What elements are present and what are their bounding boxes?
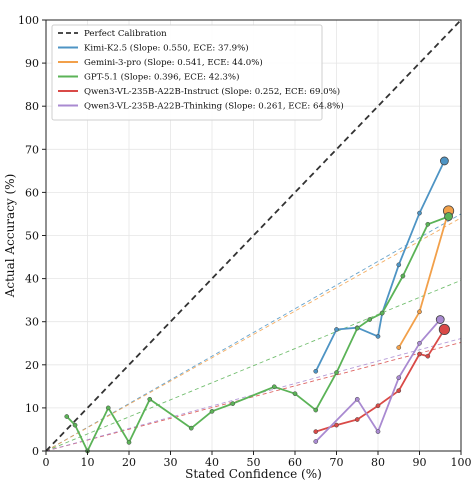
series-0-point-5 — [396, 262, 402, 268]
legend-label-perfect-calibration: Perfect Calibration — [84, 29, 167, 39]
y-tick-label-0: 0 — [32, 445, 39, 458]
legend-label-3: Qwen3-VL-235B-A22B-Instruct (Slope: 0.25… — [84, 86, 340, 97]
series-3-point-1 — [334, 422, 339, 428]
series-2-point-0 — [64, 414, 70, 419]
y-tick-label-1: 10 — [25, 402, 39, 415]
y-tick-label-9: 90 — [25, 57, 39, 70]
legend-box — [51, 24, 323, 121]
series-4-point-0 — [313, 439, 319, 444]
series-0-point-3 — [375, 334, 381, 339]
x-tick-label-1: 10 — [81, 456, 95, 469]
x-axis-title: Stated Confidence (%) — [185, 467, 322, 481]
fit-line-0 — [45, 213, 462, 452]
x-tick-label-5: 50 — [247, 456, 261, 469]
series-3-point-6 — [425, 353, 431, 359]
legend-label-1: Gemini-3-pro (Slope: 0.541, ECE: 44.0%) — [84, 57, 263, 68]
series-3-point-0 — [313, 429, 319, 434]
series-2-final-point — [444, 212, 453, 221]
series-2-point-4 — [126, 440, 132, 445]
legend-label-2: GPT-5.1 (Slope: 0.396, ECE: 42.3%) — [84, 72, 239, 83]
series-2-point-5 — [147, 396, 153, 402]
series-4-point-2 — [375, 429, 381, 434]
series-line-3 — [315, 329, 446, 433]
fit-line-4 — [45, 338, 462, 452]
y-tick-label-5: 50 — [25, 230, 39, 243]
legend-label-4: Qwen3-VL-235B-A22B-Thinking (Slope: 0.26… — [84, 101, 344, 112]
series-3-point-4 — [396, 388, 402, 394]
series-0-point-6 — [417, 210, 422, 216]
y-axis-title: Actual Accuracy (%) — [3, 174, 17, 299]
y-tick-label-3: 30 — [25, 316, 39, 329]
series-2-point-12 — [334, 370, 339, 375]
y-tick-label-6: 60 — [25, 186, 39, 199]
series-2-point-14 — [367, 317, 373, 322]
series-3-point-5 — [417, 351, 422, 357]
x-tick-label-3: 30 — [164, 456, 178, 469]
legend: Perfect Calibration Kimi-K2.5 (Slope: 0.… — [51, 24, 344, 121]
series-2-point-15 — [379, 310, 385, 316]
series-4-point-1 — [354, 396, 360, 402]
series-2-point-1 — [72, 422, 78, 428]
series-0-final-point — [439, 156, 449, 166]
series-line-4 — [315, 318, 441, 443]
series-2-point-11 — [313, 407, 319, 413]
x-tick-label-0: 0 — [43, 456, 50, 469]
legend-label-0: Kimi-K2.5 (Slope: 0.550, ECE: 37.9%) — [84, 43, 249, 54]
y-tick-label-4: 40 — [25, 273, 39, 286]
series-2-point-7 — [209, 408, 215, 414]
x-tick-label-2: 20 — [122, 456, 136, 469]
fit-line-1 — [45, 217, 462, 452]
series-3-point-3 — [375, 403, 381, 409]
x-tick-label-7: 70 — [330, 456, 344, 469]
series-2-point-17 — [425, 221, 431, 227]
series-2-point-6 — [188, 425, 194, 431]
fit-line-3 — [45, 341, 462, 452]
series-3-point-2 — [354, 417, 360, 422]
series-2-point-8 — [230, 401, 236, 406]
fit-line-2 — [45, 279, 462, 452]
x-tick-label-8: 80 — [371, 456, 385, 469]
plot-frame — [45, 19, 462, 452]
series-3-final-point — [438, 323, 450, 336]
series-lines — [64, 156, 455, 454]
x-tick-label-10: 100 — [451, 456, 472, 469]
series-2-point-13 — [354, 325, 360, 331]
series-4-point-3 — [396, 375, 402, 381]
y-tick-label-7: 70 — [25, 143, 39, 156]
series-2-point-10 — [292, 391, 298, 397]
series-0-point-0 — [313, 368, 319, 374]
series-line-0 — [314, 160, 446, 372]
series-1-point-1 — [417, 309, 422, 315]
x-tick-label-4: 40 — [205, 456, 219, 469]
x-tick-label-6: 60 — [288, 456, 302, 469]
series-2-point-9 — [271, 384, 277, 390]
series-0-point-1 — [334, 327, 339, 332]
series-4-point-4 — [417, 340, 422, 346]
x-tick-label-9: 90 — [413, 456, 427, 469]
series-4-final-point — [435, 315, 445, 324]
series-1-point-0 — [396, 345, 402, 350]
fit-lines — [45, 213, 462, 452]
y-tick-label-2: 20 — [25, 359, 39, 372]
series-2-point-16 — [400, 273, 406, 279]
series-2-point-3 — [105, 405, 111, 411]
legend-items: Kimi-K2.5 (Slope: 0.550, ECE: 37.9%) Gemi… — [58, 43, 344, 112]
y-tick-label-10: 100 — [18, 14, 39, 27]
ticks: 0 10 20 30 40 50 60 70 80 90 100 0 10 20 30 40 50 60 70 80 9… — [18, 14, 472, 469]
y-tick-label-8: 80 — [25, 100, 39, 113]
series-line-2 — [66, 215, 449, 452]
